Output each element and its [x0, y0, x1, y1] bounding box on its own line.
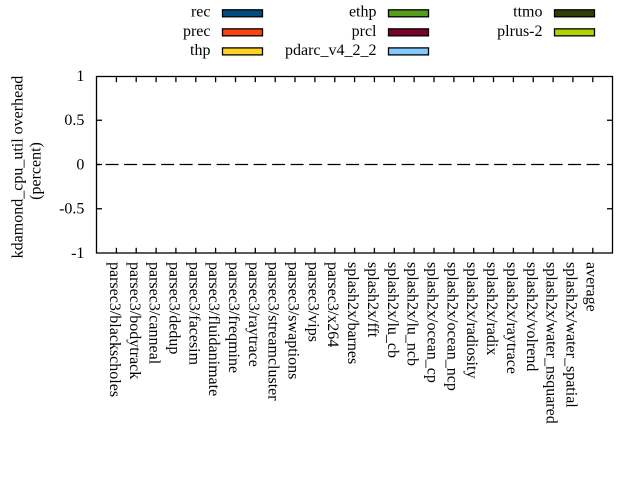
svg-text:parsec3/dedup: parsec3/dedup	[165, 262, 182, 354]
svg-text:splash2x/lu_ncb: splash2x/lu_ncb	[404, 262, 421, 366]
svg-text:pdarc_v4_2_2: pdarc_v4_2_2	[285, 42, 377, 59]
svg-text:splash2x/ocean_ncp: splash2x/ocean_ncp	[443, 262, 460, 391]
svg-text:splash2x/radiosity: splash2x/radiosity	[463, 262, 480, 378]
svg-text:ttmo: ttmo	[513, 4, 542, 21]
svg-text:(percent): (percent)	[28, 142, 45, 200]
svg-text:parsec3/facesim: parsec3/facesim	[185, 262, 202, 366]
svg-text:1: 1	[76, 68, 84, 85]
svg-text:-1: -1	[71, 245, 84, 262]
svg-text:parsec3/streamcluster: parsec3/streamcluster	[265, 262, 282, 401]
svg-text:kdamond_cpu_util overhead: kdamond_cpu_util overhead	[10, 76, 27, 259]
svg-text:parsec3/vips: parsec3/vips	[304, 262, 321, 342]
svg-text:parsec3/bodytrack: parsec3/bodytrack	[126, 262, 143, 379]
svg-text:splash2x/raytrace: splash2x/raytrace	[503, 262, 520, 374]
svg-text:-0.5: -0.5	[59, 201, 84, 218]
svg-text:average: average	[582, 262, 599, 312]
svg-text:0: 0	[76, 156, 84, 173]
svg-text:splash2x/fft: splash2x/fft	[364, 262, 381, 338]
svg-text:parsec3/fluidanimate: parsec3/fluidanimate	[205, 262, 222, 396]
svg-text:prec: prec	[183, 23, 211, 40]
svg-text:plrus-2: plrus-2	[497, 23, 542, 40]
svg-text:parsec3/raytrace: parsec3/raytrace	[245, 262, 262, 367]
svg-text:splash2x/water_spatial: splash2x/water_spatial	[562, 262, 579, 408]
svg-text:parsec3/freqmine: parsec3/freqmine	[225, 262, 242, 373]
svg-text:splash2x/water_nsquared: splash2x/water_nsquared	[543, 262, 560, 424]
svg-text:splash2x/volrend: splash2x/volrend	[523, 262, 540, 371]
svg-text:splash2x/ocean_cp: splash2x/ocean_cp	[424, 262, 441, 383]
svg-text:splash2x/barnes: splash2x/barnes	[344, 262, 361, 364]
svg-text:0.5: 0.5	[64, 112, 84, 129]
svg-text:thp: thp	[190, 42, 210, 59]
svg-text:ethp: ethp	[349, 4, 377, 21]
svg-text:parsec3/canneal: parsec3/canneal	[146, 262, 163, 365]
svg-text:rec: rec	[191, 4, 211, 21]
svg-text:prcl: prcl	[352, 23, 377, 40]
svg-text:parsec3/blackscholes: parsec3/blackscholes	[106, 262, 123, 397]
svg-text:splash2x/radix: splash2x/radix	[483, 262, 500, 355]
svg-text:splash2x/lu_cb: splash2x/lu_cb	[384, 262, 401, 358]
svg-text:parsec3/x264: parsec3/x264	[324, 262, 341, 347]
svg-text:parsec3/swaptions: parsec3/swaptions	[285, 262, 302, 379]
